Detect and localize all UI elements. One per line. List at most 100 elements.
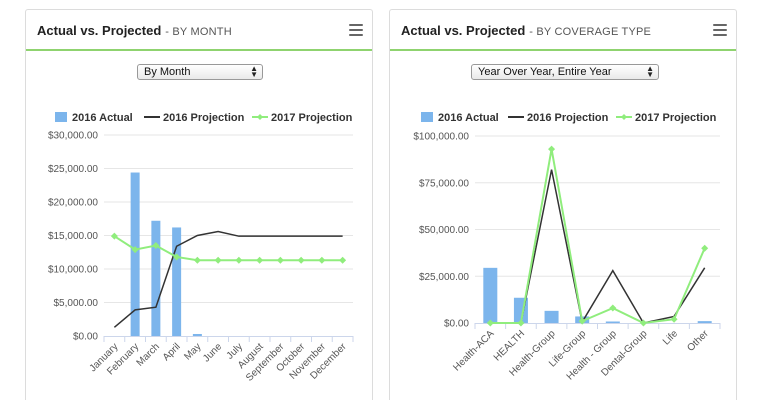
point-marker (578, 317, 586, 325)
y-tick-label: $30,000.00 (48, 131, 98, 142)
period-select-value: Year Over Year, Entire Year (478, 66, 612, 78)
legend-item: 2016 Actual (55, 112, 133, 124)
y-tick-label: $50,000.00 (419, 225, 469, 236)
legend-item: 2017 Projection (616, 112, 717, 124)
point-marker (235, 256, 243, 264)
point-marker (670, 315, 678, 323)
bar (130, 172, 140, 336)
point-marker (639, 319, 647, 327)
legend-swatch-bar (421, 112, 433, 122)
point-marker (110, 232, 118, 240)
y-tick-label: $5,000.00 (54, 298, 99, 309)
y-tick-label: $10,000.00 (48, 265, 98, 276)
y-tick-label: $25,000.00 (419, 272, 469, 283)
panel-by-month: Actual vs. Projected - BY MONTH By Month … (25, 9, 373, 400)
x-axis-ticks (474, 323, 721, 329)
point-marker (339, 256, 347, 264)
series-2017-projection (486, 145, 709, 327)
point-marker (131, 246, 139, 254)
y-tick-label: $0.00 (73, 332, 98, 343)
legend-swatch-marker (621, 114, 627, 120)
x-axis-ticks (103, 336, 354, 342)
point-marker (548, 145, 556, 153)
legend-item: 2017 Projection (252, 112, 353, 124)
y-tick-label: $20,000.00 (48, 198, 98, 209)
y-tick-label: $0.00 (444, 319, 469, 330)
legend-label: 2016 Projection (163, 112, 245, 124)
x-tick-label: March (135, 341, 162, 368)
period-select[interactable]: By Month ▲ ▼ (137, 64, 263, 80)
chart-legend: 2016 Actual 2016 Projection 2017 Projectio… (55, 112, 353, 124)
series-2016-projection (113, 230, 343, 328)
x-tick-label: May (182, 341, 203, 362)
x-tick-label: Health-ACA (451, 328, 496, 373)
bar (605, 321, 620, 323)
panel-by-coverage-type: Actual vs. Projected - BY COVERAGE TYPE Y… (389, 9, 737, 400)
point-marker (214, 256, 222, 264)
period-select-value: By Month (144, 66, 191, 78)
y-tick-label: $15,000.00 (48, 231, 98, 242)
series-line (113, 230, 343, 328)
point-marker (297, 256, 305, 264)
panel-title: Actual vs. Projected - BY MONTH (37, 23, 232, 38)
legend-item: 2016 Projection (508, 112, 609, 124)
bar (697, 321, 712, 323)
point-marker (517, 319, 525, 327)
hamburger-icon[interactable] (713, 24, 727, 36)
legend-label: 2016 Actual (72, 112, 133, 124)
point-marker (276, 256, 284, 264)
point-marker (193, 256, 201, 264)
point-marker (701, 244, 709, 252)
legend-item: 2016 Actual (421, 112, 499, 124)
y-axis-labels: $0.00 $5,000.00 $10,000.00 $15,000.00 $20,00… (48, 131, 98, 343)
y-tick-label: $75,000.00 (419, 178, 469, 189)
y-tick-label: $25,000.00 (48, 164, 98, 175)
legend-label: 2016 Projection (527, 112, 609, 124)
panel-title-text: Actual vs. Projected (401, 23, 526, 38)
series-line (490, 148, 706, 325)
select-arrows-icon: ▲ ▼ (646, 64, 654, 79)
bar (151, 220, 161, 336)
y-tick-label: $100,000.00 (413, 132, 469, 143)
coverage-type-chart: 2016 Actual 2016 Projection 2017 Projectio… (413, 112, 721, 383)
panel-title: Actual vs. Projected - BY COVERAGE TYPE (401, 23, 651, 38)
period-select[interactable]: Year Over Year, Entire Year ▲ ▼ (471, 64, 659, 80)
chart-legend: 2016 Actual 2016 Projection 2017 Projectio… (421, 112, 717, 124)
legend-label: 2017 Projection (271, 112, 353, 124)
legend-swatch-marker (257, 114, 263, 120)
series-2016-actual-bars (130, 172, 202, 336)
legend-swatch-bar (55, 112, 67, 122)
y-axis-labels: $0.00 $25,000.00 $50,000.00 $75,000.00 $100,… (413, 132, 469, 330)
legend-label: 2017 Projection (635, 112, 717, 124)
point-marker (318, 256, 326, 264)
monthly-chart: 2016 Actual 2016 Projection 2017 Projectio… (48, 112, 354, 384)
bar (192, 333, 202, 336)
x-tick-label: April (161, 341, 183, 363)
legend-label: 2016 Actual (438, 112, 499, 124)
point-marker (486, 319, 494, 327)
point-marker (609, 304, 617, 312)
panel-subtitle: - BY COVERAGE TYPE (529, 26, 652, 38)
x-tick-label: Life (661, 328, 680, 347)
x-tick-label: Other (685, 328, 711, 354)
series-2017-projection (110, 232, 347, 264)
legend-item: 2016 Projection (144, 112, 245, 124)
hamburger-icon[interactable] (349, 24, 363, 36)
panel-header: Actual vs. Projected - BY COVERAGE TYPE (390, 10, 736, 51)
bar (483, 267, 498, 323)
point-marker (173, 253, 181, 261)
panel-subtitle: - BY MONTH (165, 26, 232, 38)
y-gridlines (104, 134, 353, 303)
bar (172, 227, 182, 336)
point-marker (256, 256, 264, 264)
select-arrows-icon: ▲ ▼ (250, 64, 258, 79)
x-axis-labels: Health-ACAHEALTHHealth-GroupLife-GroupHe… (451, 328, 711, 383)
y-gridlines (475, 135, 720, 277)
x-tick-label: June (201, 341, 224, 364)
series-line (113, 235, 343, 262)
panel-title-text: Actual vs. Projected (37, 23, 162, 38)
panel-header: Actual vs. Projected - BY MONTH (26, 10, 372, 51)
bar (544, 310, 559, 323)
point-marker (152, 242, 160, 250)
